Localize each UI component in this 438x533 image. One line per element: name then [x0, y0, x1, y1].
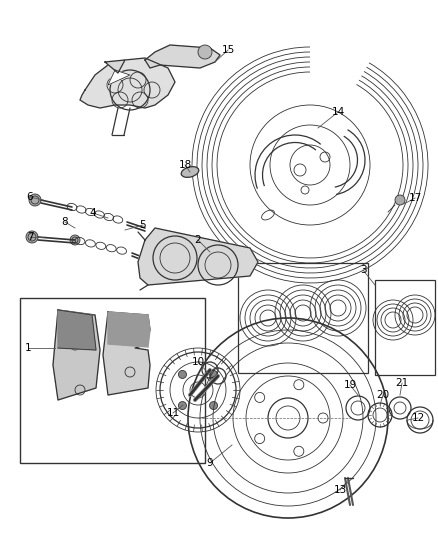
Circle shape: [198, 45, 212, 59]
Polygon shape: [103, 312, 150, 395]
Circle shape: [178, 370, 187, 378]
Polygon shape: [53, 310, 100, 400]
Bar: [375, 280, 435, 375]
Circle shape: [29, 194, 41, 206]
Text: 10: 10: [191, 357, 205, 367]
Text: 3: 3: [360, 265, 366, 275]
Text: 17: 17: [408, 193, 422, 203]
Text: 7: 7: [27, 232, 33, 242]
Text: 1: 1: [25, 343, 31, 353]
Text: 9: 9: [207, 458, 213, 468]
Bar: [20, 298, 205, 463]
Circle shape: [395, 195, 405, 205]
Circle shape: [70, 235, 80, 245]
Polygon shape: [105, 60, 125, 73]
Text: 19: 19: [343, 380, 357, 390]
Polygon shape: [145, 45, 220, 68]
Text: 18: 18: [178, 160, 192, 170]
Ellipse shape: [181, 167, 199, 177]
Circle shape: [178, 401, 187, 409]
Text: 21: 21: [396, 378, 409, 388]
Text: 12: 12: [411, 413, 424, 423]
Polygon shape: [80, 58, 175, 108]
Polygon shape: [108, 70, 130, 85]
Circle shape: [26, 231, 38, 243]
Polygon shape: [108, 312, 150, 347]
Text: 15: 15: [221, 45, 235, 55]
Text: 13: 13: [333, 485, 346, 495]
Text: 6: 6: [27, 192, 33, 202]
Text: 2: 2: [194, 235, 201, 245]
Circle shape: [209, 370, 218, 378]
Polygon shape: [138, 228, 258, 285]
Text: 20: 20: [376, 390, 389, 400]
Text: 8: 8: [62, 217, 68, 227]
Text: 11: 11: [166, 408, 180, 418]
Text: 14: 14: [332, 107, 345, 117]
Polygon shape: [58, 310, 96, 350]
Circle shape: [209, 401, 218, 409]
Text: 5: 5: [140, 220, 146, 230]
Bar: [238, 263, 368, 373]
Text: 4: 4: [90, 208, 96, 218]
